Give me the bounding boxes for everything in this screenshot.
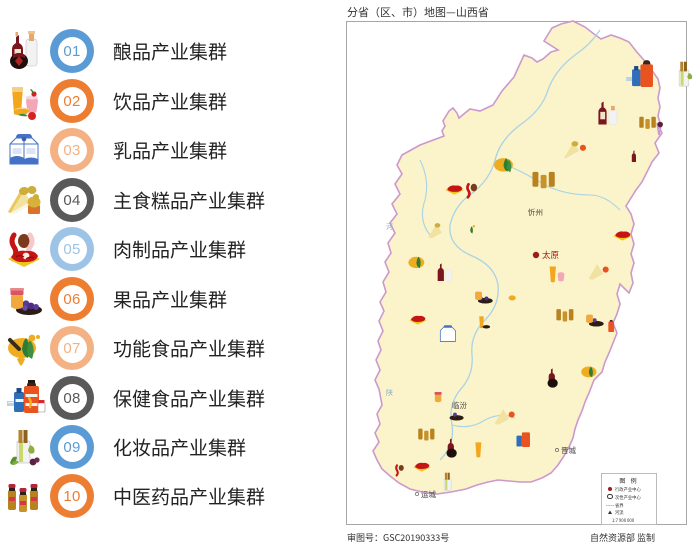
svg-text:晋城: 晋城 <box>561 445 576 456</box>
svg-text:运城: 运城 <box>421 489 436 500</box>
svg-text:忻州: 忻州 <box>528 207 543 218</box>
svg-text:临汾: 临汾 <box>452 400 467 411</box>
svg-text:太原: 太原 <box>542 249 559 261</box>
svg-text:河: 河 <box>386 222 393 232</box>
svg-text:陕: 陕 <box>386 388 393 398</box>
